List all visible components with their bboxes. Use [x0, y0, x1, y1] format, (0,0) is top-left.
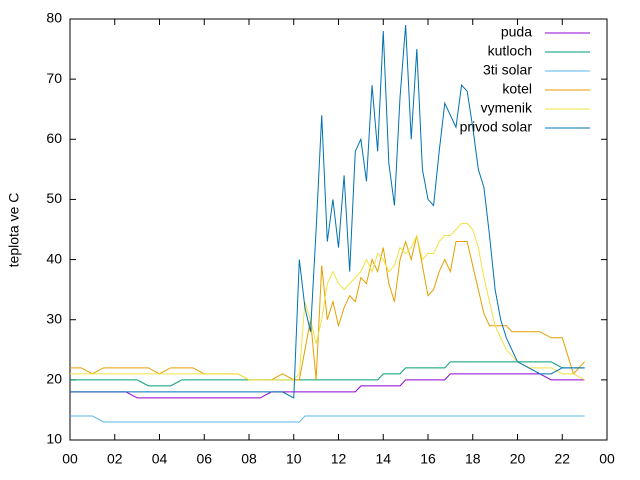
- x-tick-label: 06: [196, 451, 212, 467]
- x-tick-label: 04: [152, 451, 168, 467]
- series-line: [70, 222, 585, 381]
- series-line: [70, 415, 585, 423]
- y-axis-label: teplota ve C: [6, 193, 22, 268]
- y-tick-label: 10: [46, 431, 62, 447]
- x-tick-label: 12: [331, 451, 347, 467]
- series-line: [70, 373, 585, 399]
- plot-border: [69, 18, 608, 441]
- x-tick-label: 00: [62, 451, 78, 467]
- y-tick-label: 70: [46, 70, 62, 86]
- y-tick-label: 80: [46, 10, 62, 26]
- legend-label: kutloch: [488, 43, 532, 59]
- legend-label: 3ti solar: [483, 62, 532, 78]
- y-tick-label: 20: [46, 371, 62, 387]
- legend-label: vymenik: [481, 100, 533, 116]
- x-tick-label: 10: [286, 451, 302, 467]
- y-tick-label: 30: [46, 310, 62, 326]
- x-tick-label: 22: [554, 451, 570, 467]
- series-line: [70, 361, 585, 387]
- x-tick-label: 00: [599, 451, 615, 467]
- legend-label: privod solar: [460, 119, 533, 135]
- x-tick-label: 20: [510, 451, 526, 467]
- y-tick-label: 50: [46, 190, 62, 206]
- y-tick-label: 60: [46, 130, 62, 146]
- legend-label: kotel: [502, 81, 532, 97]
- x-tick-label: 14: [375, 451, 391, 467]
- x-tick-label: 16: [420, 451, 436, 467]
- series-line: [70, 235, 585, 381]
- x-tick-label: 08: [241, 451, 257, 467]
- legend-label: puda: [501, 24, 532, 40]
- y-tick-label: 40: [46, 250, 62, 266]
- x-tick-label: 18: [465, 451, 481, 467]
- x-tick-label: 02: [107, 451, 123, 467]
- series-line: [70, 24, 585, 399]
